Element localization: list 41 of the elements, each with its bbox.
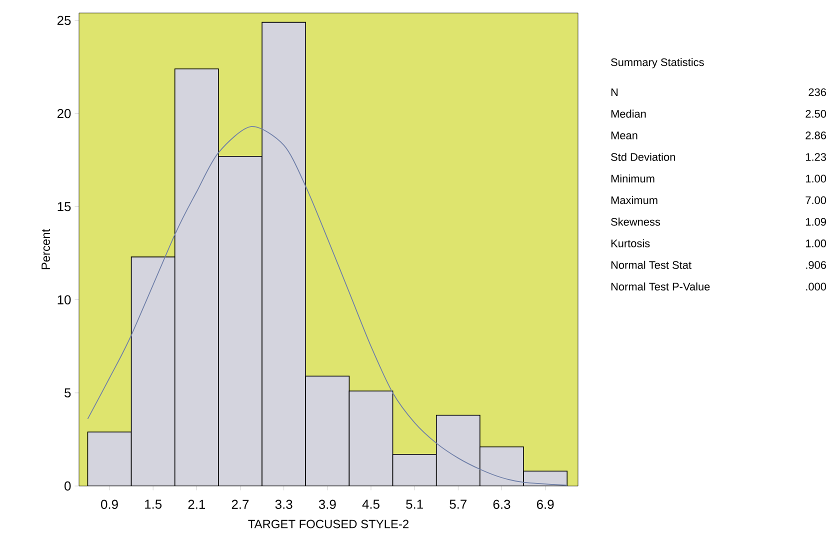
text: Normal Test P-Value (611, 282, 710, 291)
text: Summary Statistics (611, 58, 704, 68)
text: Normal Test Stat (611, 260, 692, 269)
text: 1.00 (806, 240, 826, 248)
y-tick-label: 10 (58, 295, 71, 304)
text: Mean (611, 132, 638, 140)
text: .906 (806, 261, 826, 269)
text: Kurtosis (611, 239, 650, 248)
text: 1.00 (806, 174, 826, 183)
y-axis-title: Percent (42, 228, 50, 270)
text: Median (611, 110, 646, 118)
x-tick-label: 2.1 (188, 500, 206, 509)
text: N (611, 88, 618, 96)
text: 2.50 (806, 110, 826, 118)
y-tick-label: 15 (58, 202, 71, 212)
text: 2.86 (806, 132, 826, 140)
y-tick-label: 25 (57, 16, 71, 26)
y-tick-label: 0 (64, 481, 71, 491)
text: Std Deviation (611, 152, 675, 161)
x-tick-label: 6.3 (493, 500, 510, 509)
x-tick-label: 5.1 (406, 500, 423, 509)
x-axis-title: TARGET FOCUSED STYLE-2 (248, 520, 408, 528)
text: 7.00 (806, 196, 826, 204)
text: Skewness (611, 218, 660, 226)
x-tick-label: 3.9 (318, 500, 336, 509)
text: .000 (806, 282, 826, 291)
y-tick-label: 5 (64, 388, 71, 398)
x-tick-label: 2.7 (232, 500, 249, 509)
text: Minimum (611, 174, 654, 183)
y-tick-label: 20 (57, 108, 71, 118)
text: Maximum (611, 196, 658, 204)
x-tick-label: 3.3 (275, 500, 292, 509)
x-tick-label: 4.5 (362, 500, 380, 509)
text: 1.09 (806, 218, 826, 226)
x-tick-label: 1.5 (145, 500, 162, 509)
text: 1.23 (806, 153, 826, 161)
x-tick-label: 6.9 (536, 500, 554, 509)
x-tick-label: 0.9 (101, 500, 118, 509)
text: 236 (808, 88, 826, 96)
x-tick-label: 5.7 (450, 500, 466, 509)
line-series (87, 126, 568, 486)
